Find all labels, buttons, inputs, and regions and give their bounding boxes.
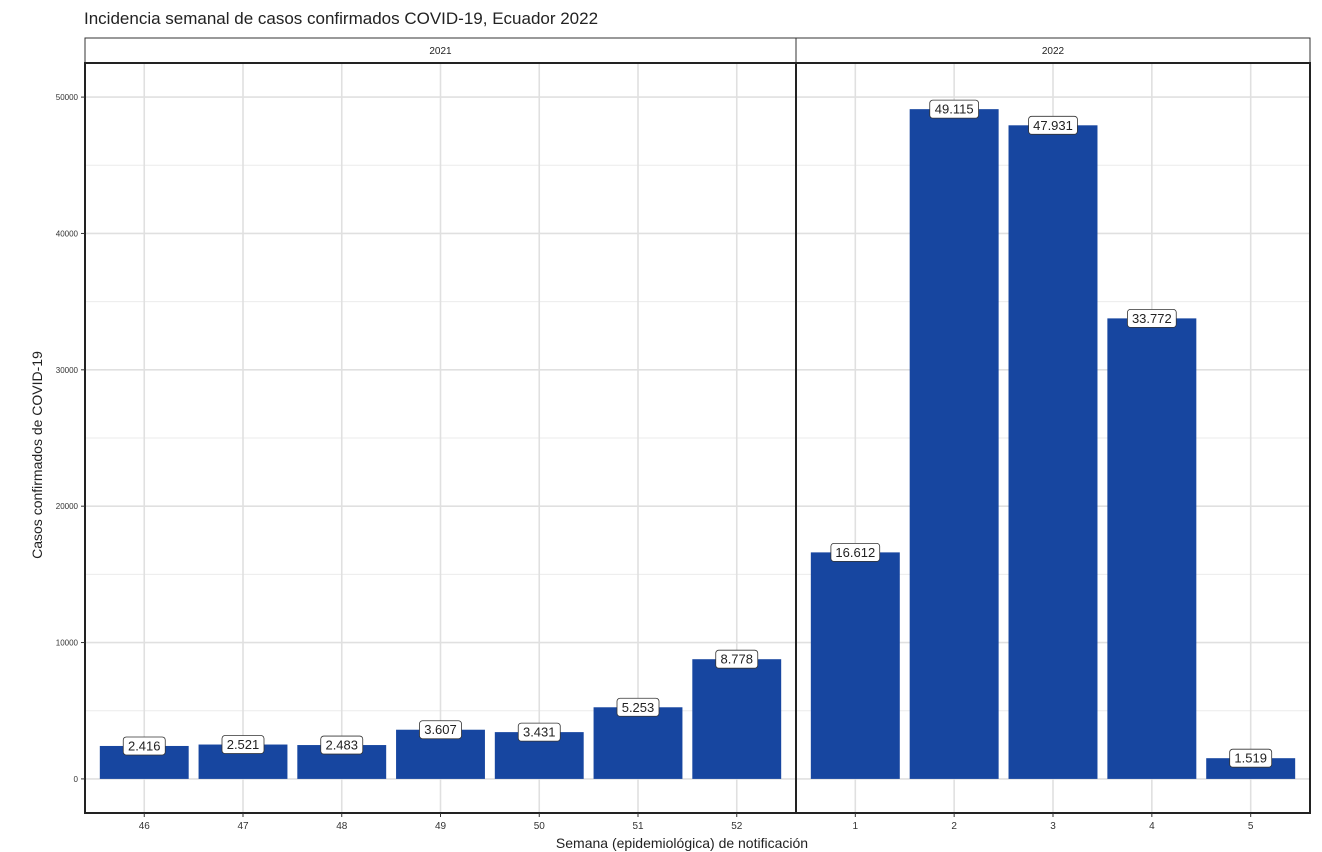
y-axis-title: Casos confirmados de COVID-19 [29, 351, 45, 559]
value-label-box [122, 736, 166, 756]
y-tick-label: 0 [74, 775, 79, 784]
value-label-box [1127, 308, 1177, 328]
bar-2021-51 [593, 707, 683, 779]
chart-title: Incidencia semanal de casos confirmados … [84, 9, 598, 28]
bar-2021-52 [692, 659, 782, 779]
value-label-box [517, 722, 561, 742]
value-label-box [715, 649, 759, 669]
bar-2022-2 [909, 109, 999, 779]
x-tick-label: 52 [731, 821, 743, 832]
value-label: 2.521 [227, 737, 260, 752]
x-tick-label: 4 [1149, 821, 1155, 832]
bar-2022-5 [1206, 758, 1296, 779]
y-tick-label: 40000 [56, 229, 79, 238]
y-tick-label: 50000 [56, 93, 79, 102]
y-tick-label: 10000 [56, 639, 79, 648]
value-label: 16.612 [835, 545, 875, 560]
facet-strip-2022 [795, 37, 1311, 64]
bar-2022-4 [1107, 318, 1197, 779]
value-label: 49.115 [935, 102, 974, 117]
value-label-box [1229, 748, 1273, 768]
y-tick-label: 30000 [56, 366, 79, 375]
x-tick-label: 48 [336, 821, 348, 832]
x-tick-label: 50 [534, 821, 546, 832]
value-label-box [929, 99, 979, 119]
value-label: 3.607 [424, 722, 457, 737]
y-tick-label: 20000 [56, 502, 79, 511]
facet-strip-label: 2021 [429, 46, 452, 57]
value-label-box [419, 720, 462, 740]
x-tick-label: 51 [632, 821, 644, 832]
x-tick-label: 49 [435, 821, 447, 832]
facet-panels: 2021 2.416 2.521 2.483 3.607 3.431 5.253 8.778 4… [56, 37, 1311, 832]
value-label: 33.772 [1132, 311, 1172, 326]
value-label: 1.519 [1234, 751, 1267, 766]
value-label: 3.431 [523, 725, 556, 740]
x-tick-label: 2 [951, 821, 957, 832]
value-label-box [830, 542, 881, 562]
value-label: 2.416 [128, 738, 161, 753]
value-label: 2.483 [325, 738, 358, 753]
x-tick-label: 46 [139, 821, 151, 832]
value-label: 8.778 [720, 652, 753, 667]
x-tick-label: 47 [237, 821, 249, 832]
x-tick-label: 3 [1050, 821, 1056, 832]
value-label: 5.253 [622, 700, 655, 715]
value-label-box [221, 735, 265, 754]
x-axis-title: Semana (epidemiológica) de notificación [556, 835, 808, 851]
x-tick-label: 5 [1248, 821, 1254, 832]
x-tick-label: 1 [853, 821, 859, 832]
value-label-box [1028, 115, 1078, 135]
bar-2022-1 [810, 552, 900, 779]
value-label: 47.931 [1033, 118, 1073, 133]
facet-strip-2021 [84, 37, 797, 64]
bar-2022-3 [1008, 125, 1098, 779]
facet-strip-label: 2022 [1042, 46, 1065, 57]
value-label-box [320, 735, 364, 755]
value-label-box [616, 697, 660, 717]
